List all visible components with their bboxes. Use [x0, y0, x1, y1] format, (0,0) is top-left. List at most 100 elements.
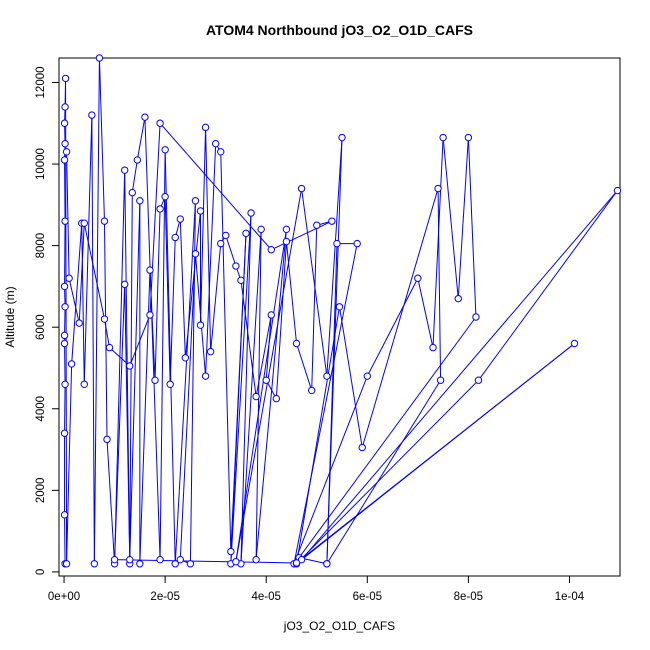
data-point — [282, 225, 291, 234]
chart-title: ATOM4 Northbound jO3_O2_O1D_CAFS — [206, 22, 473, 38]
data-point — [61, 303, 69, 311]
series-segment — [149, 123, 161, 315]
data-point — [61, 217, 69, 225]
series-segment — [293, 243, 358, 564]
data-point — [335, 303, 344, 311]
series-segment — [298, 316, 477, 558]
series-segment — [296, 343, 313, 391]
data-point — [146, 311, 154, 319]
data-point — [176, 215, 184, 223]
series-segment — [131, 159, 138, 193]
series-segment — [296, 379, 479, 565]
series-segment — [103, 318, 111, 348]
series-line — [64, 57, 618, 565]
series-segment — [174, 200, 196, 564]
data-point — [252, 555, 260, 564]
series-segment — [230, 233, 247, 564]
data-point — [292, 559, 301, 567]
data-point — [232, 558, 240, 566]
data-point — [217, 148, 225, 156]
data-point — [262, 376, 270, 384]
series-segment — [66, 151, 70, 279]
series-segment — [129, 192, 133, 564]
data-point — [232, 262, 240, 270]
series-segment — [114, 559, 297, 564]
series-segment — [326, 379, 442, 565]
x-tick-label: 1e-04 — [555, 591, 585, 603]
data-point — [126, 362, 134, 370]
series-segment — [144, 117, 161, 560]
series-segment — [205, 143, 217, 377]
series-segment — [129, 200, 141, 560]
y-axis-label: Altitude (m) — [3, 286, 17, 347]
data-point — [121, 166, 129, 174]
data-point — [128, 188, 136, 197]
series-segment — [103, 221, 108, 440]
series-segment — [164, 149, 176, 564]
data-point — [297, 184, 306, 193]
y-tick-label: 10000 — [35, 148, 47, 180]
data-point — [272, 394, 281, 403]
series-segment — [154, 208, 161, 381]
y-tick-label: 8000 — [35, 233, 47, 259]
data-point — [171, 233, 179, 242]
data-point — [196, 321, 205, 329]
series-segment — [275, 241, 287, 399]
data-point — [65, 274, 73, 282]
data-point — [166, 380, 174, 388]
series-segment — [437, 188, 442, 381]
data-point — [161, 146, 169, 154]
data-point — [201, 372, 210, 380]
data-point — [136, 197, 144, 205]
data-point — [136, 560, 144, 568]
series-points — [60, 54, 622, 568]
series-segment — [366, 278, 419, 377]
data-point — [338, 133, 346, 142]
data-point — [60, 339, 69, 348]
series-segment — [301, 188, 328, 377]
data-point — [90, 560, 99, 568]
data-point — [434, 184, 442, 193]
data-point — [75, 319, 83, 327]
x-tick-label: 0e+00 — [48, 591, 80, 603]
data-point — [242, 229, 250, 238]
axes: 0e+00 2e-05 4e-05 6e-05 8e-05 1e-04 0 2000 4000 6… — [35, 66, 585, 603]
data-point — [474, 376, 483, 384]
series-segment — [68, 278, 80, 324]
series-segment — [98, 57, 105, 222]
data-point — [60, 156, 69, 164]
series-segment — [220, 151, 232, 552]
data-point — [613, 186, 622, 195]
data-point — [61, 103, 69, 111]
x-tick-label: 4e-05 — [252, 591, 281, 603]
x-tick-label: 6e-05 — [353, 591, 382, 603]
data-point — [60, 331, 69, 340]
series-segment — [235, 229, 287, 562]
series-segment — [210, 243, 222, 352]
series-segment — [311, 225, 318, 391]
data-point — [156, 555, 164, 564]
series-segment — [225, 235, 237, 267]
data-point — [206, 347, 215, 356]
x-tick-label: 2e-05 — [150, 591, 179, 603]
series-segment — [240, 280, 257, 397]
data-point — [110, 555, 119, 564]
data-point — [62, 148, 71, 156]
series-segment — [124, 284, 131, 560]
data-point — [60, 511, 69, 519]
series-segment — [285, 241, 298, 344]
data-point — [95, 54, 104, 62]
data-point — [222, 231, 230, 240]
series-segment — [339, 306, 363, 448]
data-point — [61, 139, 69, 148]
series-segment — [296, 306, 340, 564]
data-point — [429, 343, 437, 352]
series-segment — [417, 278, 434, 348]
series-segment — [114, 284, 126, 560]
series-segment — [136, 117, 146, 161]
series-segment — [240, 212, 252, 564]
data-point — [282, 237, 291, 246]
series-segment — [432, 137, 444, 348]
series-segment — [159, 149, 166, 560]
